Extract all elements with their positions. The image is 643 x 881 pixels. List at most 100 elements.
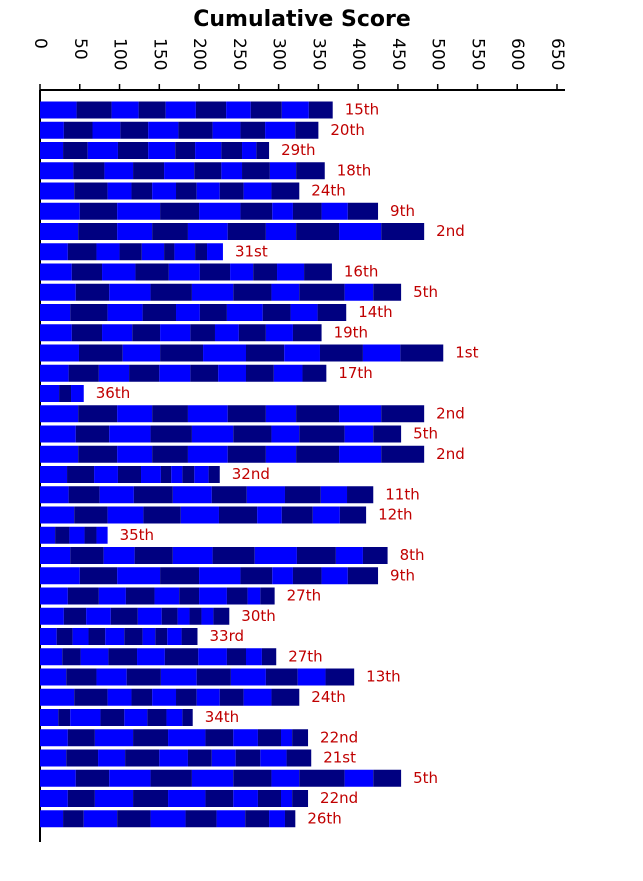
rank-label: 22nd: [320, 728, 358, 746]
bar-segment: [221, 162, 243, 180]
bar-segment: [126, 668, 161, 686]
bar-segment: [40, 202, 80, 220]
bar-segment: [160, 202, 200, 220]
bar-segment: [40, 466, 68, 483]
bar-segment: [362, 547, 388, 564]
rank-label: 22nd: [320, 789, 358, 807]
rank-label: 32nd: [232, 465, 270, 483]
bar-segment: [40, 648, 63, 666]
bar-segment: [230, 668, 266, 686]
bar-segment: [182, 466, 195, 483]
bar-segment: [96, 243, 120, 261]
bar-segment: [125, 587, 155, 605]
bar-segment: [63, 607, 87, 625]
bar-segment: [117, 567, 161, 585]
bar-segment: [187, 749, 212, 767]
bar-segment: [347, 567, 379, 585]
bar-segment: [214, 324, 239, 342]
bar-segment: [94, 729, 134, 747]
bar-segment: [171, 466, 183, 483]
bar-segment: [55, 526, 70, 544]
x-tick-label: 650: [547, 38, 567, 70]
bar-segment: [195, 243, 208, 261]
x-tick-label: 600: [507, 38, 527, 70]
rank-label: 5th: [413, 769, 438, 787]
bar-segment: [272, 202, 293, 220]
rank-label: 2nd: [436, 404, 465, 422]
rank-label: 36th: [96, 384, 130, 402]
bar-segment: [160, 668, 197, 686]
bar-segment: [40, 385, 60, 402]
bar-segment: [161, 607, 178, 625]
bar-segment: [56, 628, 73, 645]
bar-segment: [69, 526, 85, 544]
bar-segment: [284, 344, 320, 362]
bar-segment: [271, 688, 300, 706]
bar-segment: [40, 324, 72, 342]
bar-segment: [117, 202, 161, 220]
bar-segment: [292, 202, 322, 220]
bar-segment: [40, 547, 71, 564]
bar-segment: [40, 607, 64, 625]
bar-segment: [125, 749, 160, 767]
bar-segment: [339, 445, 382, 463]
bar-segment: [292, 790, 309, 807]
bar-segment: [347, 202, 379, 220]
bar-segment: [320, 486, 348, 504]
bar-segment: [40, 526, 56, 544]
x-tick-label: 100: [110, 38, 130, 70]
bar-segment: [381, 445, 425, 463]
bar-segment: [98, 587, 126, 605]
bar-segment: [40, 344, 79, 362]
bar-segment: [339, 506, 367, 524]
bar-segment: [79, 202, 118, 220]
bar-segment: [107, 688, 132, 706]
bar-segment: [176, 304, 200, 321]
bar-segment: [212, 121, 241, 139]
rank-label: 29th: [281, 141, 315, 159]
bar-segment: [176, 688, 197, 706]
bar-segment: [129, 364, 160, 382]
bar-segment: [260, 587, 275, 605]
bar-segment: [191, 283, 234, 301]
x-tick-label: 200: [189, 38, 209, 70]
bar-segment: [175, 142, 196, 159]
bar-segment: [117, 142, 149, 159]
bar-segment: [78, 445, 118, 463]
bar-segment: [40, 142, 64, 159]
bar-segment: [257, 506, 282, 524]
bar-segment: [68, 486, 100, 504]
bar-segment: [168, 790, 206, 807]
bar-segment: [190, 364, 219, 382]
bar-segment: [67, 243, 97, 261]
rank-label: 26th: [307, 809, 341, 827]
rank-label: 11th: [385, 485, 419, 503]
bar-segment: [199, 263, 231, 281]
bar-segment: [86, 607, 111, 625]
bar-segment: [152, 445, 188, 463]
rank-label: 27th: [288, 647, 322, 665]
bar-segment: [373, 283, 402, 301]
bar-segment: [299, 425, 345, 443]
bar-segment: [62, 648, 81, 666]
bar-segment: [312, 506, 340, 524]
bar-segment: [339, 223, 382, 240]
x-tick-label: 400: [348, 38, 368, 70]
rank-label: 13th: [366, 668, 400, 686]
bar-segment: [261, 648, 277, 666]
bar-segment: [107, 304, 143, 321]
bar-segment: [40, 182, 75, 200]
bar-segment: [94, 790, 134, 807]
rank-label: 9th: [390, 566, 415, 584]
bar-segment: [265, 121, 296, 139]
bar-segment: [260, 749, 287, 767]
bar-segment: [75, 769, 110, 787]
bar-segment: [63, 142, 88, 159]
bar-segment: [187, 223, 228, 240]
bar-segment: [262, 304, 291, 321]
rank-label: 30th: [241, 607, 275, 625]
bar-segment: [159, 749, 188, 767]
bar-segment: [213, 607, 230, 625]
bar-segment: [109, 283, 151, 301]
